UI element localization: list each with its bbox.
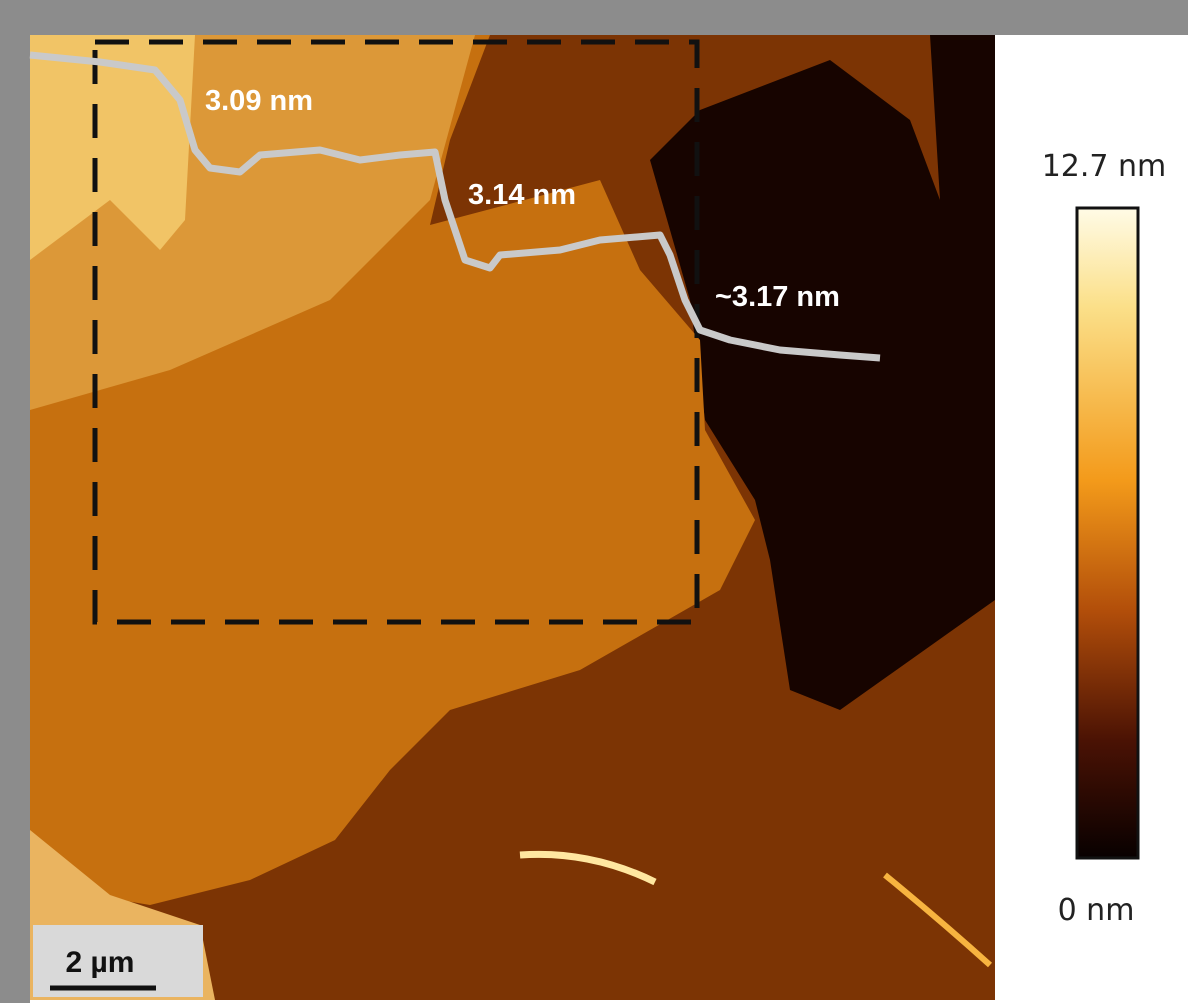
colorbar-min-label: 0 nm — [1058, 893, 1135, 928]
step-label: 3.09 nm — [205, 85, 313, 117]
colorbar-gradient — [1077, 208, 1138, 858]
colorbar-max-label: 12.7 nm — [1042, 149, 1167, 184]
step-label: ~3.17 nm — [715, 281, 840, 313]
page: 3.09 nm 3.14 nm ~3.17 nm 2 µm 12.7 nm 0 … — [0, 0, 1188, 1003]
step-label: 3.14 nm — [468, 179, 576, 211]
afm-image: 3.09 nm 3.14 nm ~3.17 nm 2 µm — [30, 35, 995, 1000]
frame-left — [0, 0, 30, 1003]
frame-top — [0, 0, 1188, 35]
scale-bar-label: 2 µm — [66, 946, 135, 979]
figure: 3.09 nm 3.14 nm ~3.17 nm 2 µm 12.7 nm 0 … — [0, 0, 1188, 1003]
